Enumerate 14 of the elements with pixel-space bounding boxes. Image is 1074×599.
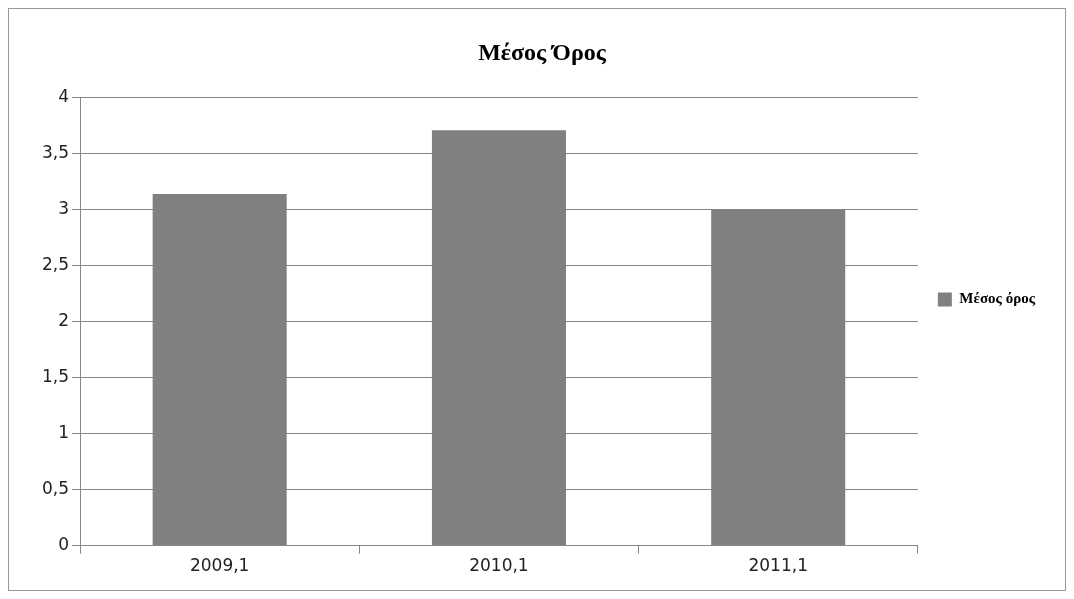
y-tick-label: 3,5 — [41, 142, 70, 163]
y-tick-label: 2,5 — [41, 254, 70, 275]
x-tick-label: 2010,1 — [469, 555, 529, 576]
x-tick-label: 2011,1 — [748, 555, 808, 576]
y-tick-label: 1 — [58, 422, 70, 443]
y-tick-label: 3 — [58, 198, 70, 219]
y-tick-label: 4 — [58, 86, 70, 107]
chart-title: Μέσος Όρος — [478, 38, 607, 65]
legend-label: Μέσος όρος — [959, 290, 1036, 307]
y-tick-label: 0,5 — [41, 478, 70, 499]
y-tick-label: 0 — [58, 534, 70, 555]
y-tick-label: 2 — [58, 310, 70, 331]
x-tick-label: 2009,1 — [189, 555, 250, 576]
y-tick-label: 1,5 — [41, 366, 70, 387]
